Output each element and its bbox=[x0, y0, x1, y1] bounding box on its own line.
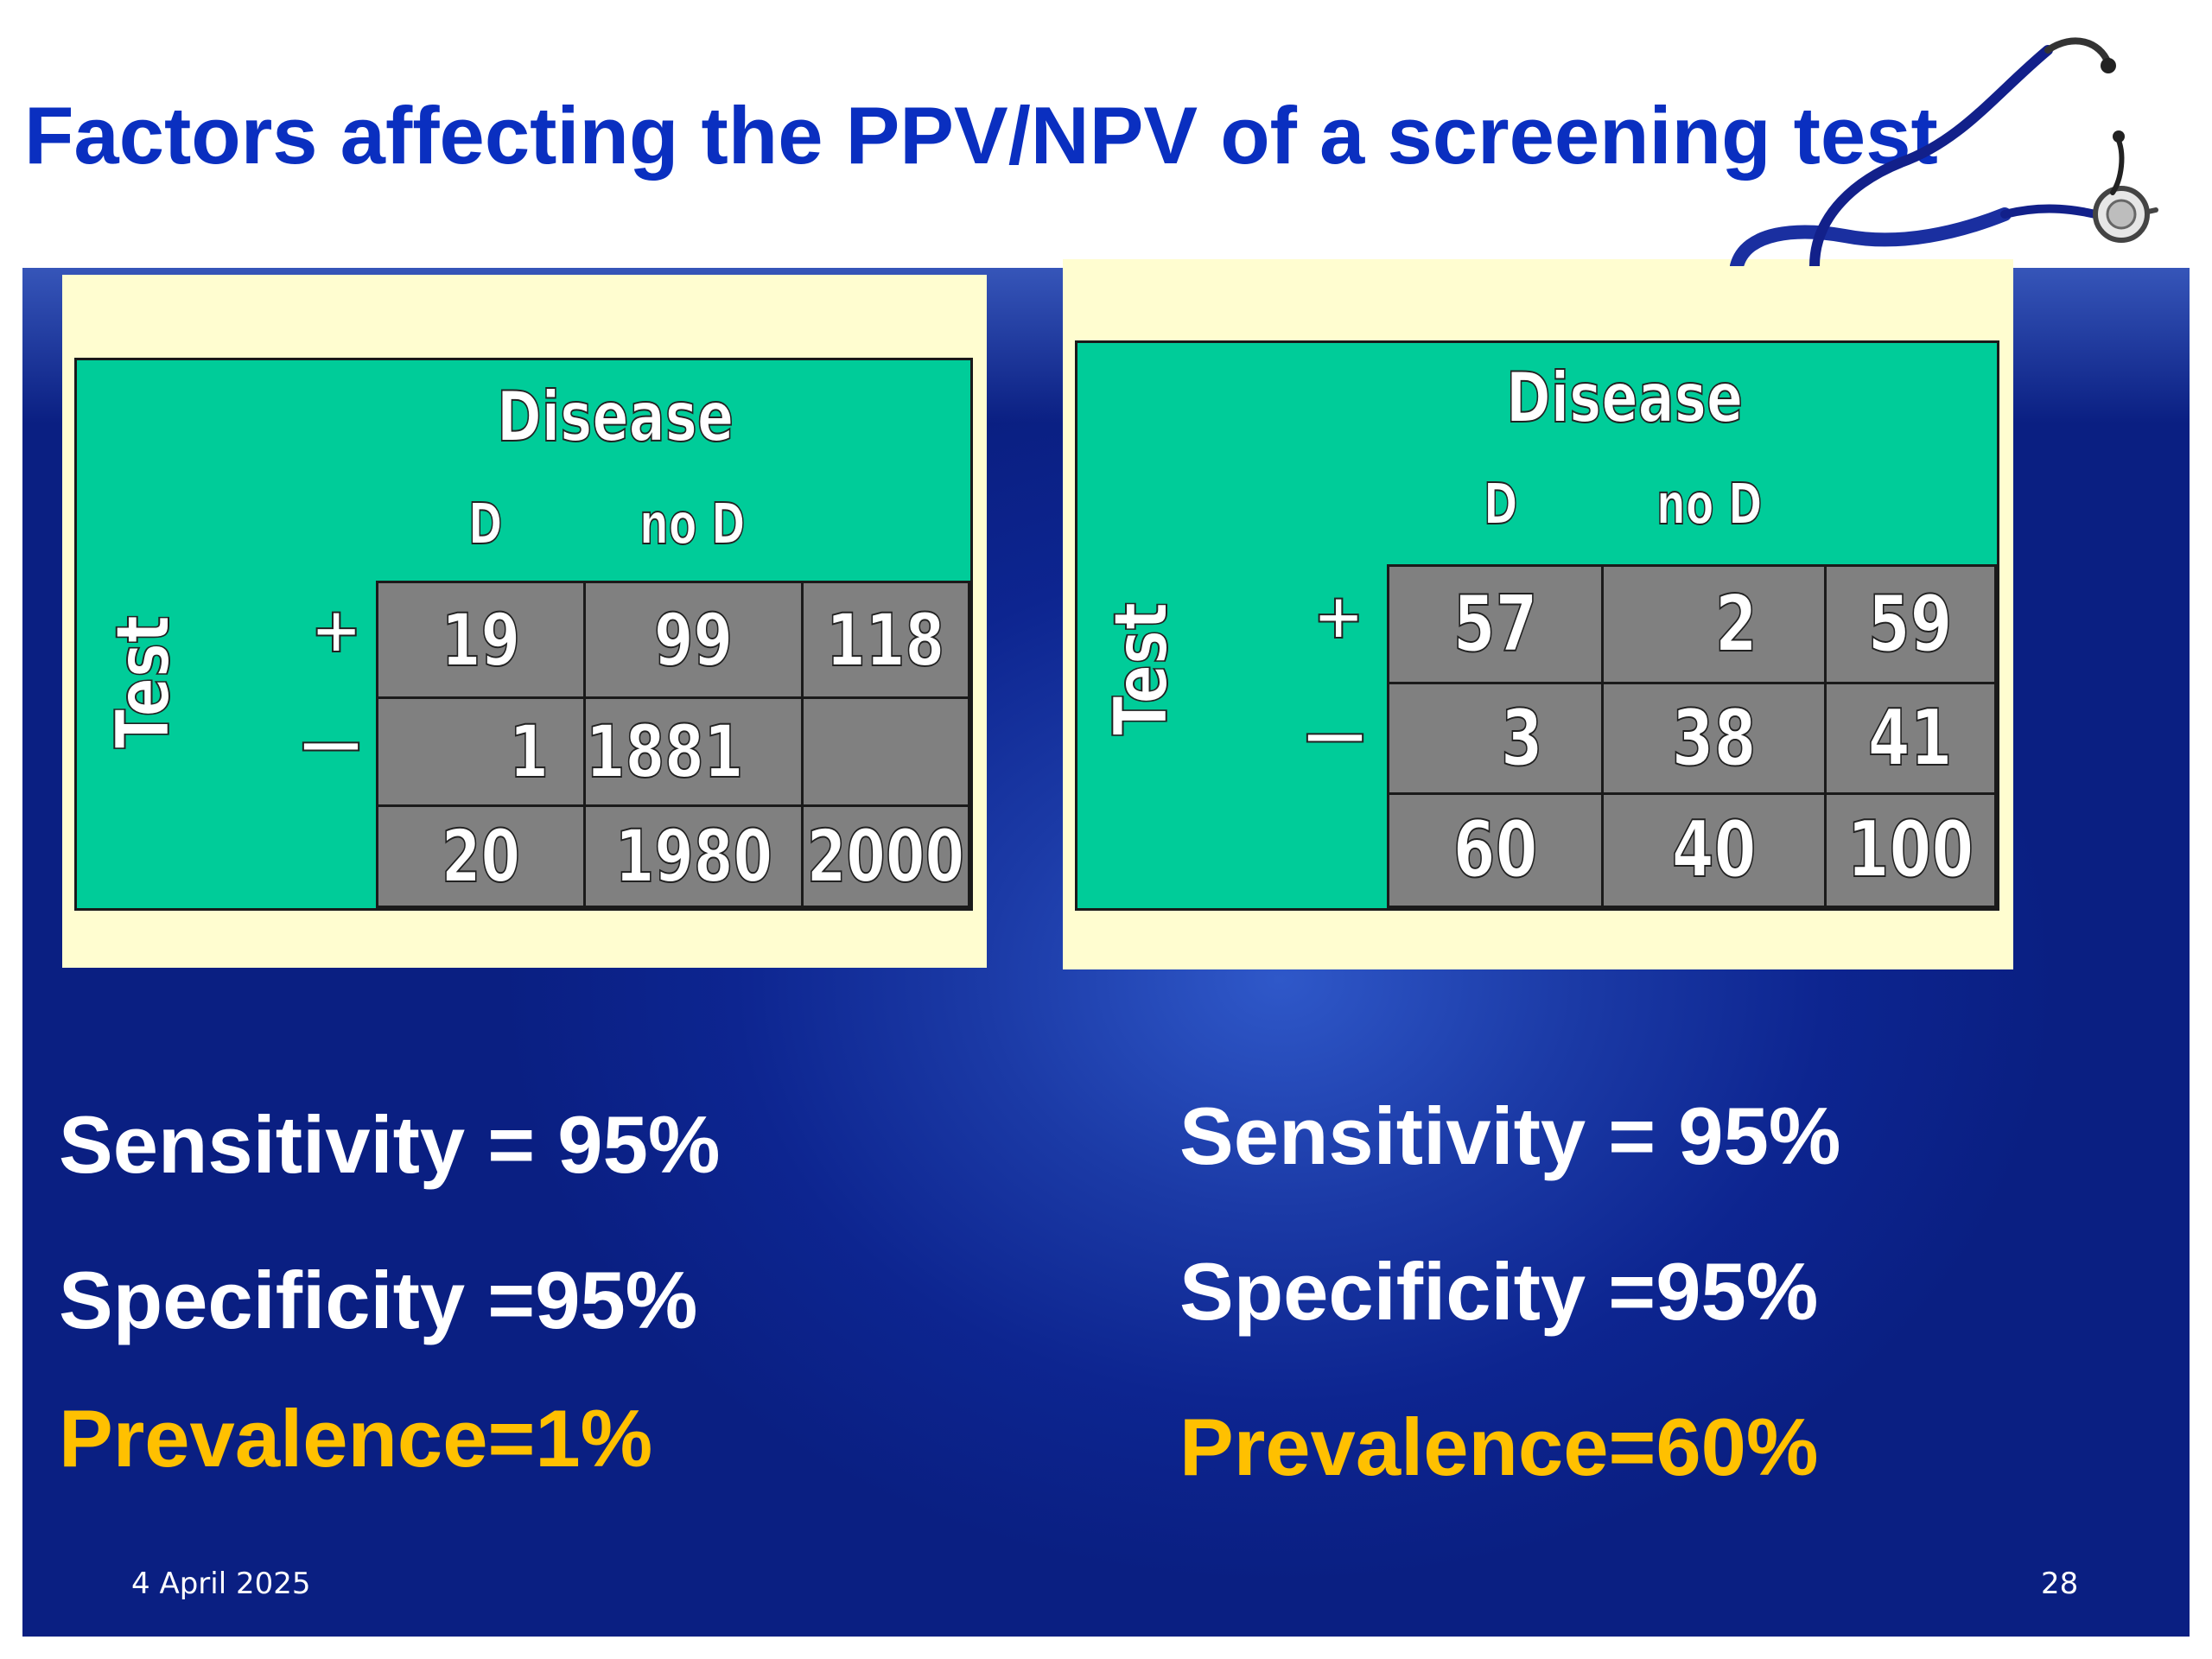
test-label: Test bbox=[1097, 601, 1185, 736]
table-cell bbox=[804, 699, 970, 807]
table-card-right: Disease D no D Test + — 57 2 59 3 38 41 … bbox=[1063, 259, 2013, 969]
column-label-no-d: no D bbox=[1656, 471, 1763, 537]
sensitivity-right: Sensitivity = 95% bbox=[1179, 1090, 1841, 1181]
row-label-negative: — bbox=[299, 706, 363, 779]
table-cell: 60 bbox=[1389, 795, 1604, 908]
table-cell: 3 bbox=[1389, 684, 1604, 795]
slide-title: Factors affecting the PPV/NPV of a scree… bbox=[24, 90, 1938, 181]
table-cell: 59 bbox=[1827, 567, 1997, 684]
footer-date: 4 April 2025 bbox=[131, 1567, 311, 1601]
row-label-positive: + bbox=[1312, 580, 1365, 652]
table-cell: 38 bbox=[1604, 684, 1827, 795]
column-label-d: D bbox=[467, 491, 503, 557]
specificity-left: Specificity =95% bbox=[59, 1255, 698, 1345]
table-cell: 118 bbox=[804, 583, 970, 699]
slide-number: 28 bbox=[2041, 1567, 2079, 1601]
prevalence-right: Prevalence=60% bbox=[1179, 1402, 1819, 1492]
row-label-negative: — bbox=[1303, 697, 1367, 770]
contingency-table-right: Disease D no D Test + — 57 2 59 3 38 41 … bbox=[1075, 340, 1999, 911]
table-cell: 57 bbox=[1389, 567, 1604, 684]
disease-label: Disease bbox=[496, 377, 734, 457]
specificity-right: Specificity =95% bbox=[1179, 1246, 1819, 1337]
table-card-left: Disease D no D Test + — 19 99 118 1 1881… bbox=[62, 275, 987, 968]
contingency-table-left: Disease D no D Test + — 19 99 118 1 1881… bbox=[74, 358, 973, 911]
stethoscope-icon bbox=[1730, 37, 2158, 266]
table-cell: 100 bbox=[1827, 795, 1997, 908]
table-cell: 1 bbox=[378, 699, 586, 807]
table-cell: 40 bbox=[1604, 795, 1827, 908]
table-cell: 20 bbox=[378, 807, 586, 908]
prevalence-left: Prevalence=1% bbox=[59, 1393, 653, 1484]
table-grid: 57 2 59 3 38 41 60 40 100 bbox=[1387, 564, 1997, 908]
table-cell: 1881 bbox=[585, 699, 804, 807]
table-cell: 19 bbox=[378, 583, 586, 699]
row-label-positive: + bbox=[309, 594, 363, 666]
table-cell: 99 bbox=[586, 583, 804, 699]
table-cell: 2 bbox=[1604, 567, 1827, 684]
table-cell: 41 bbox=[1827, 684, 1997, 795]
table-cell: 1980 bbox=[586, 807, 804, 908]
sensitivity-left: Sensitivity = 95% bbox=[59, 1099, 721, 1190]
disease-label: Disease bbox=[1505, 358, 1744, 438]
table-cell: 2000 bbox=[804, 807, 970, 908]
test-label: Test bbox=[99, 614, 188, 749]
table-grid: 19 99 118 1 1881 20 1980 2000 bbox=[376, 581, 970, 908]
column-label-d: D bbox=[1483, 471, 1518, 537]
column-label-no-d: no D bbox=[639, 491, 746, 557]
